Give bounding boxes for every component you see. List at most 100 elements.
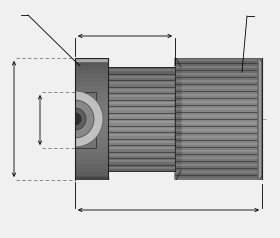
Bar — [108, 143, 175, 147]
Bar — [75, 152, 108, 156]
Bar — [75, 156, 108, 160]
Polygon shape — [175, 56, 181, 182]
Bar — [68, 129, 96, 131]
Bar — [108, 77, 175, 81]
Bar — [175, 169, 262, 174]
Bar — [75, 131, 108, 135]
Bar — [75, 78, 108, 82]
Bar — [175, 94, 262, 98]
Bar — [0, 180, 280, 238]
Polygon shape — [258, 56, 262, 182]
Text: 1: 1 — [18, 55, 22, 60]
Bar — [68, 103, 96, 105]
Bar — [68, 92, 96, 148]
Bar — [68, 109, 96, 111]
Bar — [75, 66, 108, 70]
Bar — [75, 148, 108, 152]
Bar — [175, 119, 262, 123]
Bar — [108, 164, 175, 168]
Polygon shape — [75, 58, 108, 61]
Bar — [108, 84, 175, 88]
Bar — [108, 115, 175, 119]
Bar — [108, 70, 175, 74]
Bar — [175, 123, 262, 127]
Text: N: N — [248, 6, 255, 16]
Bar — [175, 136, 262, 140]
Bar — [68, 113, 96, 114]
Bar — [75, 58, 108, 62]
Bar — [175, 132, 262, 136]
Bar — [108, 140, 175, 143]
Bar — [75, 58, 108, 180]
Bar — [75, 119, 108, 123]
Bar — [108, 157, 175, 161]
Bar — [175, 140, 262, 144]
Bar — [0, 0, 280, 58]
Circle shape — [47, 91, 103, 147]
Bar — [68, 142, 96, 144]
Bar — [175, 178, 262, 182]
Bar — [175, 157, 262, 161]
Bar — [68, 146, 96, 148]
Bar — [68, 139, 96, 140]
Bar — [75, 70, 108, 74]
Bar — [68, 144, 96, 146]
Polygon shape — [75, 177, 108, 180]
Bar — [75, 164, 108, 168]
Bar — [175, 174, 262, 178]
Bar — [175, 153, 262, 157]
Bar — [75, 139, 108, 144]
Bar — [68, 107, 96, 109]
Bar — [68, 124, 96, 126]
Bar — [75, 111, 108, 115]
Bar — [175, 102, 262, 106]
Bar — [108, 133, 175, 136]
Bar — [68, 98, 96, 99]
Bar — [68, 128, 96, 129]
Bar — [108, 119, 175, 123]
Bar — [68, 111, 96, 113]
Bar — [175, 56, 262, 182]
Bar — [68, 140, 96, 142]
Bar — [108, 126, 175, 129]
Bar — [75, 99, 108, 103]
Bar — [75, 123, 108, 127]
Bar — [75, 115, 108, 119]
Bar — [68, 126, 96, 128]
Bar — [108, 67, 175, 171]
Bar — [108, 161, 175, 164]
Bar — [75, 144, 108, 148]
Bar — [108, 102, 175, 105]
Bar — [68, 122, 96, 124]
Bar — [108, 147, 175, 150]
Circle shape — [56, 100, 94, 138]
Bar — [175, 111, 262, 115]
Bar — [108, 95, 175, 98]
Bar — [175, 85, 262, 89]
Bar — [175, 127, 262, 132]
Bar — [175, 144, 262, 149]
Text: M: M — [22, 5, 31, 15]
Bar — [108, 81, 175, 84]
Bar — [68, 120, 96, 122]
Bar — [75, 160, 108, 164]
Bar — [108, 136, 175, 140]
Bar — [108, 98, 175, 102]
Circle shape — [64, 108, 86, 130]
Bar — [108, 112, 175, 115]
Bar — [108, 154, 175, 157]
Bar — [68, 114, 96, 116]
Bar — [0, 0, 75, 238]
Bar — [175, 161, 262, 165]
Bar — [175, 77, 262, 81]
Bar — [175, 89, 262, 94]
Text: D ± 0.10: D ± 0.10 — [106, 23, 143, 32]
Bar — [108, 105, 175, 109]
Bar — [75, 135, 108, 139]
Bar — [108, 129, 175, 133]
Bar — [75, 127, 108, 131]
Bar — [68, 116, 96, 118]
Bar — [108, 91, 175, 95]
Bar — [68, 94, 96, 96]
Text: 1: 1 — [18, 178, 22, 183]
